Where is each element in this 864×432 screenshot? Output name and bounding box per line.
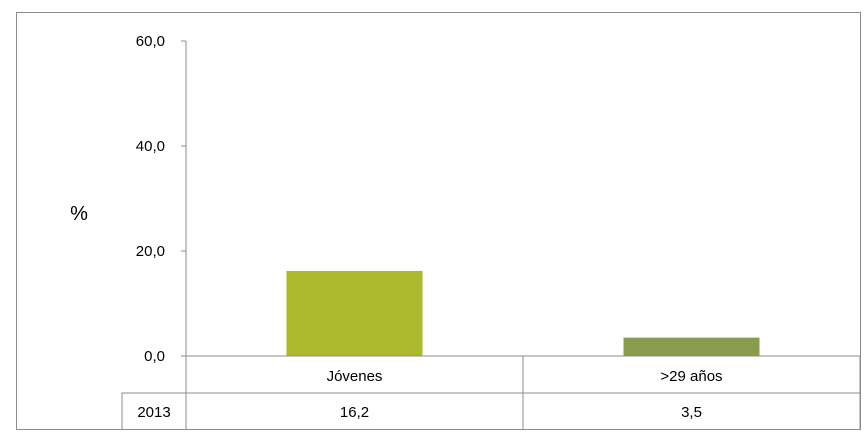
y-tick-label: 20,0 bbox=[136, 243, 165, 260]
bar-2 bbox=[623, 337, 760, 356]
x-category-label: Jóvenes bbox=[327, 368, 383, 385]
bar-1 bbox=[286, 270, 423, 356]
x-category-label: >29 años bbox=[660, 368, 722, 385]
table-value-cell: 3,5 bbox=[681, 404, 702, 421]
y-tick-label: 0,0 bbox=[144, 348, 165, 365]
y-tick-label: 60,0 bbox=[136, 33, 165, 50]
table-value-cell: 16,2 bbox=[340, 404, 369, 421]
y-tick-label: 40,0 bbox=[136, 138, 165, 155]
table-series-name: 2013 bbox=[137, 404, 170, 421]
y-axis-label: % bbox=[70, 203, 88, 225]
chart-frame bbox=[16, 12, 861, 430]
